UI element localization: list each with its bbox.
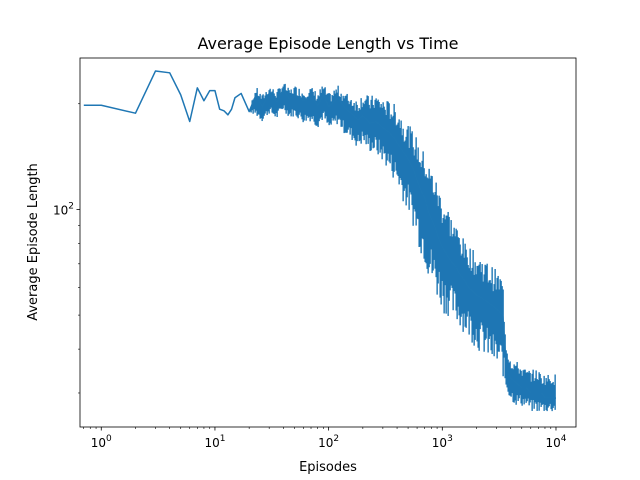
x-tick-label-2: 102 xyxy=(318,434,339,450)
x-major-ticks: 100 101 102 103 104 xyxy=(91,427,567,450)
series-layer xyxy=(83,70,556,412)
x-tick-label-4-base: 10 xyxy=(545,436,560,450)
y-axis: 102 Average Episode Length xyxy=(26,103,80,394)
plot-area xyxy=(79,57,577,428)
y-axis-label: Average Episode Length xyxy=(26,163,41,321)
y-minor-ticks xyxy=(78,103,80,394)
y-tick-label-0: 102 xyxy=(53,201,74,217)
x-tick-label-0-base: 10 xyxy=(91,436,106,450)
y-tick-label-0-base: 10 xyxy=(53,203,68,217)
x-tick-label-2-exponent: 2 xyxy=(333,434,339,444)
x-tick-label-4-exponent: 4 xyxy=(561,434,567,444)
x-tick-label-1-base: 10 xyxy=(204,436,219,450)
x-tick-label-1: 101 xyxy=(204,434,225,450)
x-tick-label-3: 103 xyxy=(432,434,453,450)
x-minor-ticks xyxy=(83,427,552,429)
x-tick-label-3-base: 10 xyxy=(432,436,447,450)
y-tick-label-0-exponent: 2 xyxy=(68,201,74,211)
x-tick-label-4: 104 xyxy=(545,434,566,450)
chart-title: Average Episode Length vs Time xyxy=(197,34,458,53)
x-tick-label-2-base: 10 xyxy=(318,436,333,450)
y-major-ticks: 102 xyxy=(53,201,80,217)
x-tick-label-1-exponent: 1 xyxy=(220,434,226,444)
x-axis: 100 101 102 103 104 Episodes xyxy=(83,427,567,475)
x-tick-label-0: 100 xyxy=(91,434,112,450)
plot-frame xyxy=(79,57,577,428)
x-tick-label-3-exponent: 3 xyxy=(447,434,453,444)
x-axis-label: Episodes xyxy=(299,460,357,475)
x-tick-label-0-exponent: 0 xyxy=(106,434,112,444)
